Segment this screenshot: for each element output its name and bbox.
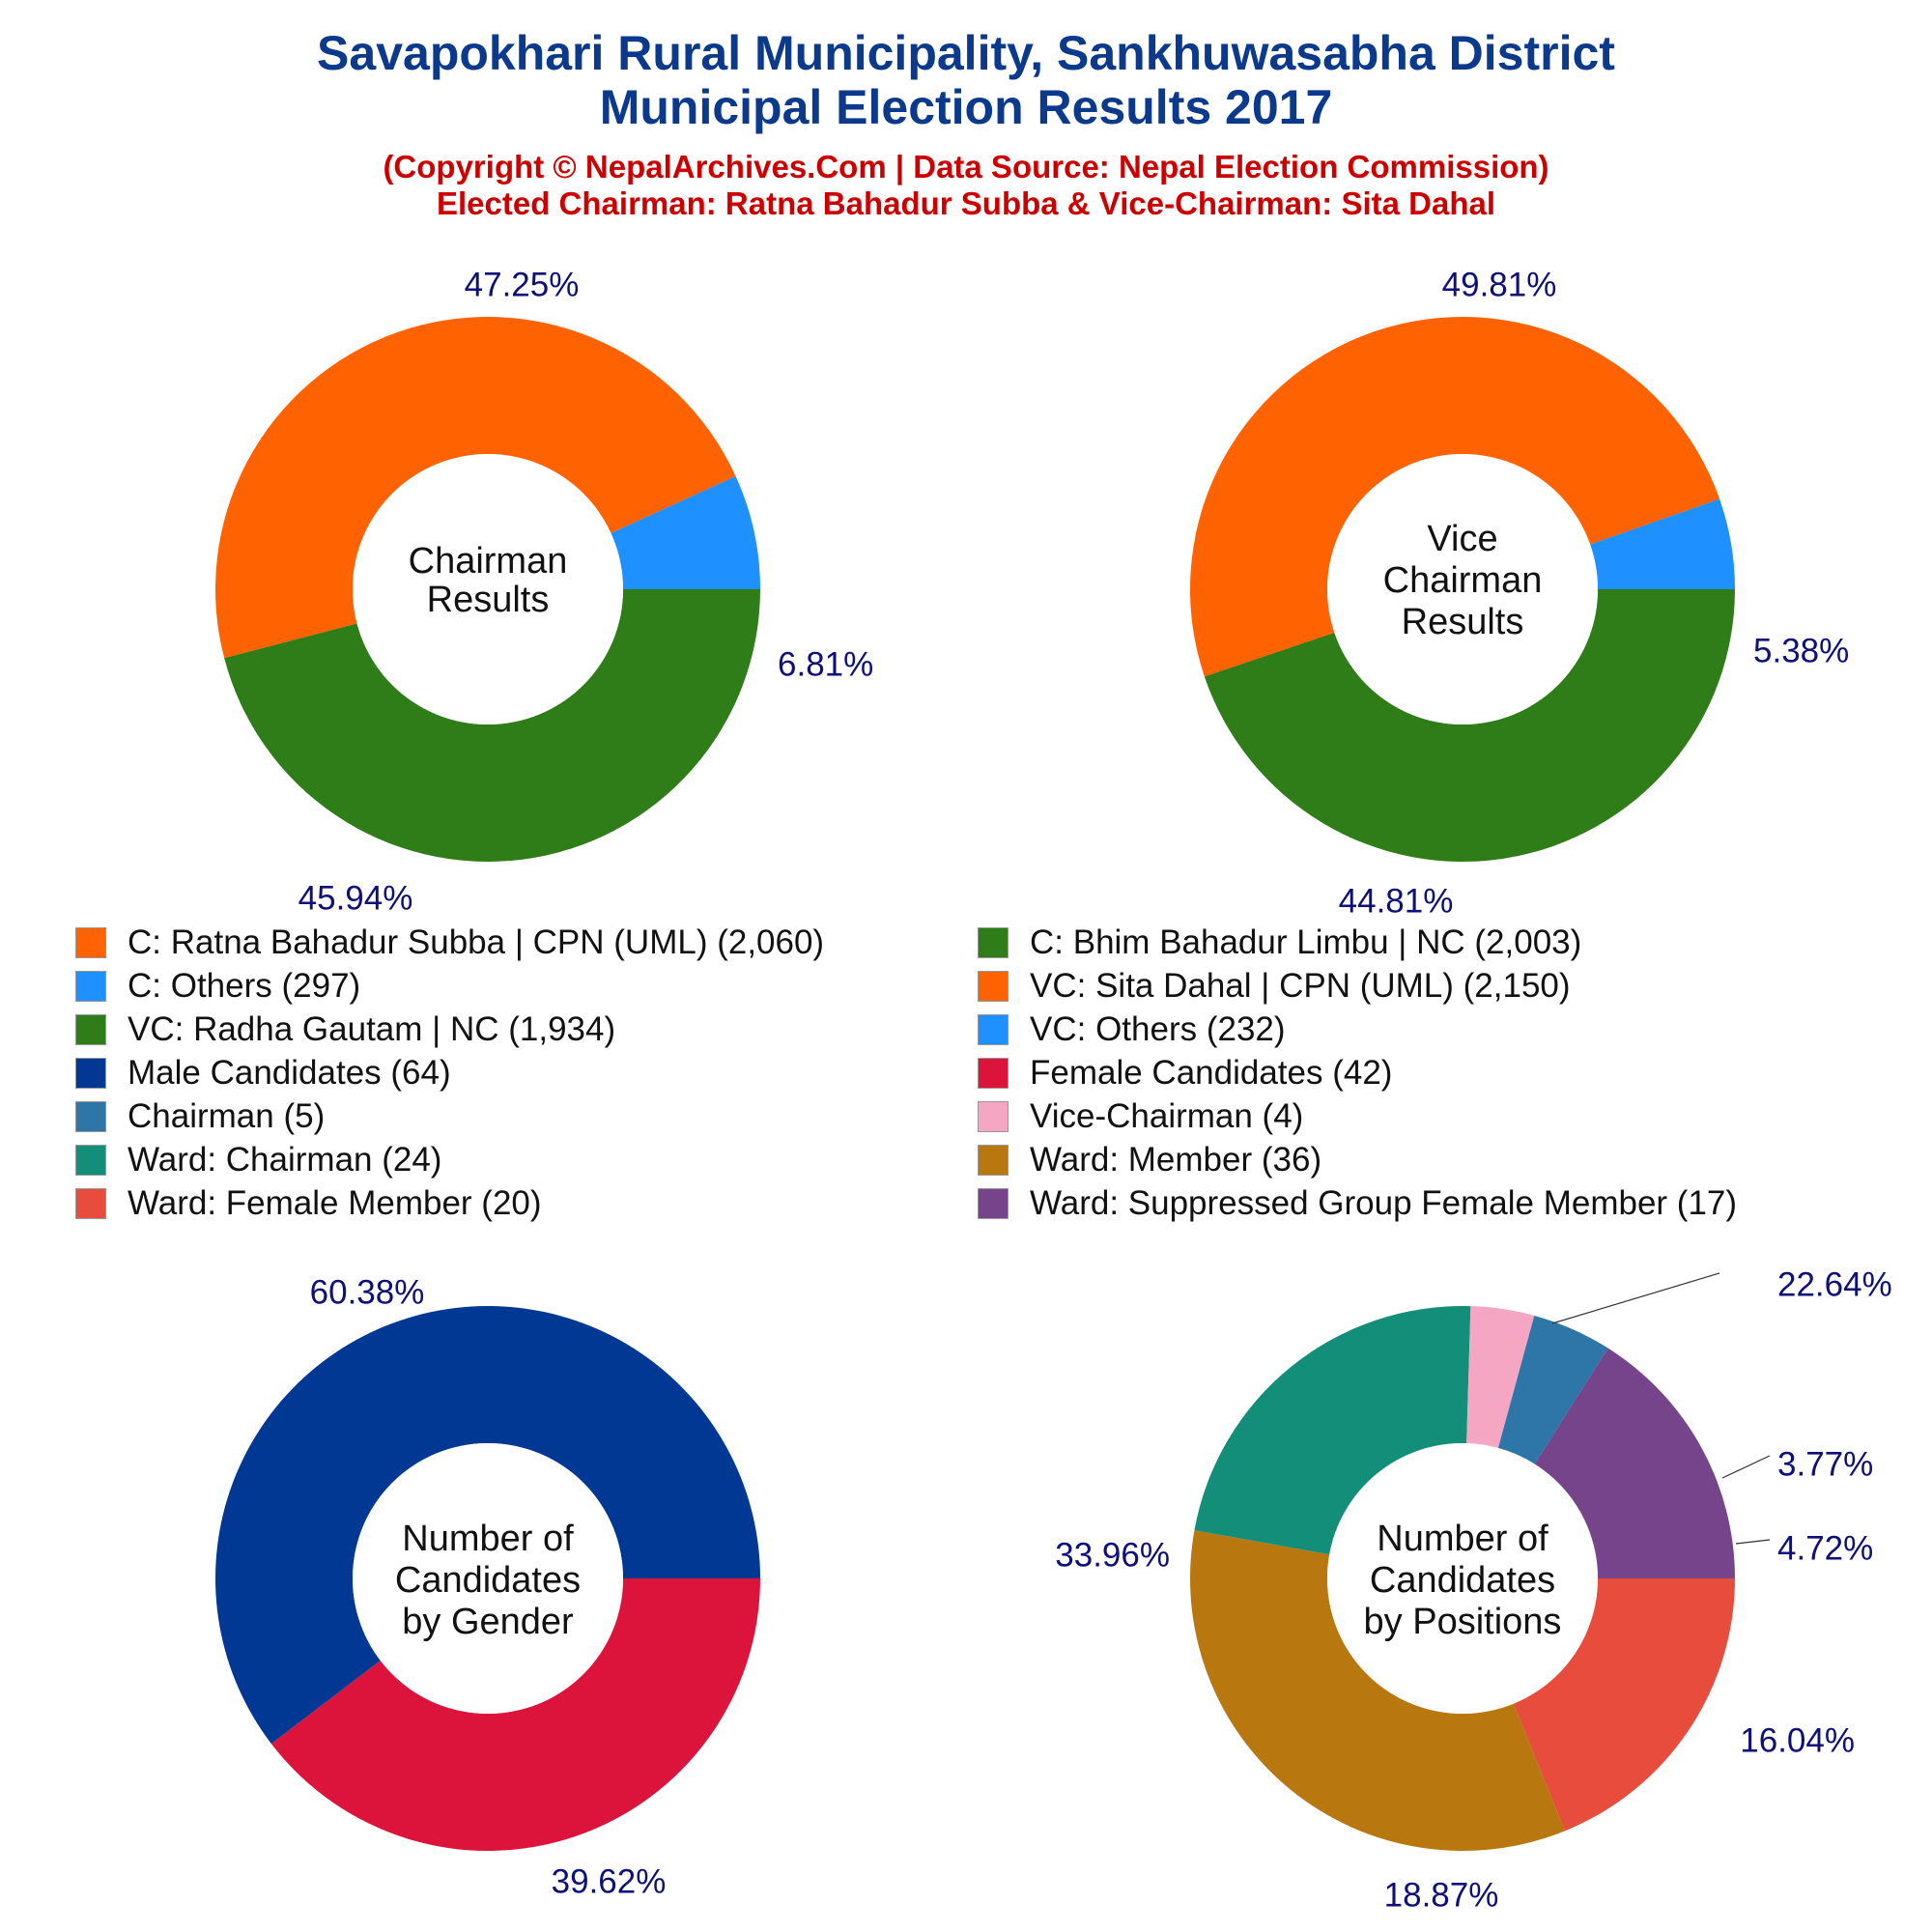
slice-ward-chairman xyxy=(1194,1306,1471,1555)
center-label: Chairman xyxy=(1383,560,1543,601)
percent-label: 16.04% xyxy=(1740,1721,1855,1759)
legend-item: Male Candidates (64) xyxy=(75,1054,451,1093)
center-label: Chairman xyxy=(409,541,568,582)
center-label: by Gender xyxy=(402,1602,574,1642)
legend-label: Chairman (5) xyxy=(128,1097,326,1135)
percent-label: 47.25% xyxy=(465,266,580,303)
donut-hole xyxy=(353,1443,623,1714)
slice-c-bhim-bahadur-limbu-nc xyxy=(224,589,760,862)
center-label: Number of xyxy=(1377,1519,1548,1559)
slice-vice-chairman xyxy=(1466,1306,1535,1448)
legend-item: Vice-Chairman (4) xyxy=(978,1097,1303,1136)
legend-label: Vice-Chairman (4) xyxy=(1030,1097,1304,1135)
legend-label: Ward: Member (36) xyxy=(1030,1141,1322,1179)
chart-title-line2: Municipal Election Results 2017 xyxy=(599,80,1333,134)
center-label: by Positions xyxy=(1364,1602,1562,1642)
percent-label: 6.81% xyxy=(778,645,873,683)
legend-label: VC: Sita Dahal | CPN (UML) (2,150) xyxy=(1030,967,1571,1005)
legend-item: C: Ratna Bahadur Subba | CPN (UML) (2,06… xyxy=(75,923,824,962)
center-label: Candidates xyxy=(1370,1560,1555,1601)
slice-ward-member xyxy=(1190,1530,1565,1851)
legend-label: Female Candidates (42) xyxy=(1030,1054,1393,1092)
slice-ward-suppressed-group-female-member xyxy=(1534,1348,1735,1578)
legend-label: Male Candidates (64) xyxy=(128,1054,451,1092)
donut-hole xyxy=(1327,454,1598,724)
slice-female-candidates xyxy=(270,1578,760,1851)
legend-item: VC: Radha Gautam | NC (1,934) xyxy=(75,1010,615,1049)
legend-label: Ward: Female Member (20) xyxy=(128,1184,542,1222)
legend-item: Ward: Suppressed Group Female Member (17… xyxy=(978,1184,1737,1223)
percent-label: 5.38% xyxy=(1753,632,1849,669)
donut-hole xyxy=(353,454,623,724)
donut-hole xyxy=(1327,1443,1598,1714)
legend-swatch xyxy=(978,1188,1009,1219)
legend-item: Female Candidates (42) xyxy=(978,1054,1392,1093)
percent-label: 4.72% xyxy=(1777,1529,1873,1567)
legend-item: VC: Others (232) xyxy=(978,1010,1286,1049)
legend-label: C: Ratna Bahadur Subba | CPN (UML) (2,06… xyxy=(128,923,825,961)
legend-swatch xyxy=(978,1145,1009,1176)
legend-swatch xyxy=(978,927,1009,958)
legend-swatch xyxy=(75,1014,106,1045)
percent-label: 49.81% xyxy=(1442,266,1557,303)
slice-c-others xyxy=(611,475,760,589)
legend-swatch xyxy=(978,1058,1009,1089)
legend-swatch xyxy=(978,971,1009,1002)
leader-line xyxy=(1735,1539,1771,1545)
legend-item: Chairman (5) xyxy=(75,1097,325,1136)
legend-swatch xyxy=(978,1014,1009,1045)
legend-label: C: Bhim Bahadur Limbu | NC (2,003) xyxy=(1030,923,1582,961)
slice-vc-radha-gautam-nc xyxy=(1204,589,1735,862)
copyright-subtitle: (Copyright © NepalArchives.Com | Data So… xyxy=(383,149,1549,185)
center-label: Candidates xyxy=(395,1560,581,1601)
legend-item: Ward: Female Member (20) xyxy=(75,1184,542,1223)
slice-ward-female-member xyxy=(1513,1578,1735,1832)
slice-vc-sita-dahal-cpn-uml xyxy=(1190,317,1720,677)
legend-swatch xyxy=(75,1058,106,1089)
leader-line xyxy=(1551,1272,1720,1324)
percent-label: 22.64% xyxy=(1777,1265,1892,1303)
legend-label: VC: Others (232) xyxy=(1030,1010,1286,1048)
percent-label: 44.81% xyxy=(1339,882,1454,920)
percent-label: 39.62% xyxy=(552,1862,667,1900)
percent-label: 18.87% xyxy=(1384,1876,1499,1914)
legend-label: VC: Radha Gautam | NC (1,934) xyxy=(128,1010,616,1048)
slice-c-ratna-bahadur-subba-cpn-uml xyxy=(215,317,736,659)
legend-item: Ward: Chairman (24) xyxy=(75,1141,441,1179)
legend-label: Ward: Chairman (24) xyxy=(128,1141,442,1179)
center-label: Number of xyxy=(402,1519,574,1559)
legend-item: Ward: Member (36) xyxy=(978,1141,1321,1179)
slice-male-candidates xyxy=(214,1305,760,1745)
chart-title-line1: Savapokhari Rural Municipality, Sankhuwa… xyxy=(317,26,1615,80)
legend-item: C: Others (297) xyxy=(75,967,360,1006)
legend-item: VC: Sita Dahal | CPN (UML) (2,150) xyxy=(978,967,1571,1006)
legend-swatch xyxy=(75,1101,106,1132)
legend-swatch xyxy=(75,927,106,958)
percent-label: 60.38% xyxy=(310,1273,425,1311)
leader-line xyxy=(1721,1455,1771,1479)
percent-label: 45.94% xyxy=(298,879,413,917)
legend-swatch xyxy=(75,1145,106,1176)
legend-label: Ward: Suppressed Group Female Member (17… xyxy=(1030,1184,1738,1222)
center-label: Vice xyxy=(1427,519,1497,559)
legend-swatch xyxy=(75,1188,106,1219)
slice-chairman xyxy=(1497,1315,1608,1464)
percent-label: 3.77% xyxy=(1777,1445,1873,1483)
legend-swatch xyxy=(75,971,106,1002)
slice-vc-others xyxy=(1590,498,1735,589)
center-label: Results xyxy=(427,580,550,620)
legend-swatch xyxy=(978,1101,1009,1132)
elected-subtitle: Elected Chairman: Ratna Bahadur Subba & … xyxy=(437,185,1495,221)
legend-item: C: Bhim Bahadur Limbu | NC (2,003) xyxy=(978,923,1581,962)
percent-label: 33.96% xyxy=(1055,1536,1170,1574)
center-label: Results xyxy=(1402,602,1524,642)
legend-label: C: Others (297) xyxy=(128,967,361,1005)
